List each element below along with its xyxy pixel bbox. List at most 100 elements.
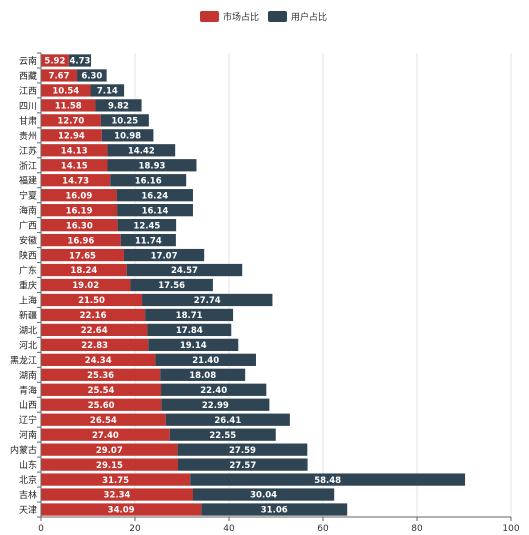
bar-market-share [41, 54, 69, 67]
data-label-market-share: 25.60 [88, 401, 115, 411]
bar-group: 31.75 58.48 [41, 473, 466, 486]
bar-user-share [107, 159, 197, 172]
data-label-user-share: 24.57 [171, 266, 198, 276]
legend-swatch [200, 11, 219, 22]
data-label-market-share: 21.50 [78, 296, 105, 306]
data-label-market-share: 22.16 [80, 311, 107, 321]
bar-market-share [41, 218, 118, 232]
bar-market-share [41, 473, 191, 486]
data-label-user-share: 19.14 [180, 341, 207, 351]
bar-group: 16.96 11.74 [41, 233, 176, 247]
data-label-market-share: 14.15 [61, 161, 88, 171]
category-label: 四川 [19, 102, 37, 112]
category-label: 天津 [19, 505, 37, 516]
data-label-user-share: 11.74 [135, 236, 162, 246]
category-label: 河南 [19, 429, 37, 441]
data-label-market-share: 25.54 [88, 386, 115, 396]
bar-user-share [126, 263, 243, 277]
bar-market-share [41, 114, 101, 127]
bar-market-share [41, 69, 78, 82]
bar-group: 22.64 17.84 [41, 323, 232, 336]
data-label-market-share: 22.83 [81, 341, 108, 351]
data-label-user-share: 4.73 [69, 57, 90, 67]
data-label-market-share: 18.24 [70, 266, 97, 276]
data-label-user-share: 6.30 [81, 72, 102, 82]
data-label-user-share: 18.08 [189, 371, 216, 381]
bar-market-share [41, 144, 108, 157]
category-label: 云南 [19, 55, 37, 67]
bar-market-share [41, 338, 149, 352]
bar-group: 11.58 9.82 [41, 99, 142, 112]
data-label-market-share: 14.13 [61, 146, 88, 156]
bar-user-share [165, 413, 290, 426]
data-label-user-share: 22.40 [200, 386, 227, 396]
bar-group: 19.02 17.56 [41, 278, 213, 291]
data-label-user-share: 17.07 [151, 251, 178, 261]
bar-market-share [41, 129, 102, 142]
data-label-market-share: 19.02 [72, 281, 99, 291]
category-label: 吉林 [19, 489, 37, 501]
category-label: 青海 [19, 384, 37, 396]
data-label-market-share: 27.40 [92, 431, 119, 441]
x-tick-label: 80 [411, 524, 423, 534]
bar-user-share [192, 488, 335, 501]
bar-market-share [41, 204, 118, 217]
x-tick-label: 60 [317, 524, 329, 534]
bar-market-share [41, 443, 178, 456]
bar-user-share [107, 144, 176, 157]
bar-group: 22.16 18.71 [41, 308, 234, 322]
data-label-user-share: 10.25 [111, 117, 138, 127]
bar-market-share [41, 233, 121, 247]
bar-user-share [116, 189, 193, 202]
bar-user-share [161, 398, 270, 411]
data-label-user-share: 31.06 [261, 506, 288, 516]
bar-group: 32.34 30.04 [41, 488, 335, 501]
data-label-user-share: 12.45 [133, 221, 160, 231]
data-label-market-share: 17.65 [69, 251, 96, 261]
category-label: 上海 [19, 294, 37, 306]
category-label: 贵州 [19, 130, 37, 142]
bar-market-share [41, 488, 193, 501]
bar-user-share [117, 218, 177, 232]
data-label-market-share: 31.75 [102, 476, 129, 486]
data-label-market-share: 12.70 [57, 117, 84, 127]
category-label: 海南 [19, 205, 37, 217]
category-label: 安徽 [19, 235, 37, 247]
bar-user-share [120, 233, 176, 247]
legend-swatch [268, 11, 287, 22]
axes: 0 20 40 60 80 100 云南西藏江西四川甘肃贵州江苏浙江福建宁夏海南广西安徽陕西… [10, 52, 520, 534]
data-label-user-share: 27.57 [229, 461, 256, 471]
bar-group: 29.07 27.59 [41, 443, 308, 456]
bar-group: 10.54 7.14 [41, 84, 125, 97]
x-tick-label: 0 [38, 524, 44, 534]
bar-group: 29.15 27.57 [41, 458, 308, 471]
data-label-market-share: 24.34 [85, 356, 112, 366]
legend-item-2[interactable]: 用户占比 [268, 11, 327, 23]
data-label-market-share: 5.92 [44, 57, 65, 67]
data-label-user-share: 21.40 [192, 356, 219, 366]
bar-user-share [101, 129, 154, 142]
bar-user-share [90, 84, 125, 97]
bar-user-share [100, 114, 149, 127]
data-label-market-share: 7.67 [49, 72, 70, 82]
category-label: 浙江 [19, 160, 37, 172]
bar-group: 18.24 24.57 [41, 263, 243, 277]
data-label-user-share: 27.59 [229, 446, 256, 456]
data-label-market-share: 16.09 [65, 191, 92, 201]
bar-user-share [160, 368, 246, 381]
bar-group: 17.65 17.07 [41, 248, 205, 261]
bar-market-share [41, 308, 146, 322]
data-label-user-share: 22.55 [209, 431, 236, 441]
data-label-user-share: 10.98 [114, 132, 141, 142]
bar-group: 25.54 22.40 [41, 383, 267, 396]
data-label-market-share: 12.94 [58, 132, 85, 142]
data-label-user-share: 16.24 [141, 191, 168, 201]
bar-group: 25.36 18.08 [41, 368, 246, 381]
bar-market-share [41, 189, 117, 202]
data-label-market-share: 16.96 [67, 236, 94, 246]
bar-user-share [178, 458, 308, 471]
legend-item-1[interactable]: 市场占比 [200, 11, 259, 23]
data-label-market-share: 26.54 [90, 416, 117, 426]
x-tick-label: 100 [502, 524, 519, 534]
